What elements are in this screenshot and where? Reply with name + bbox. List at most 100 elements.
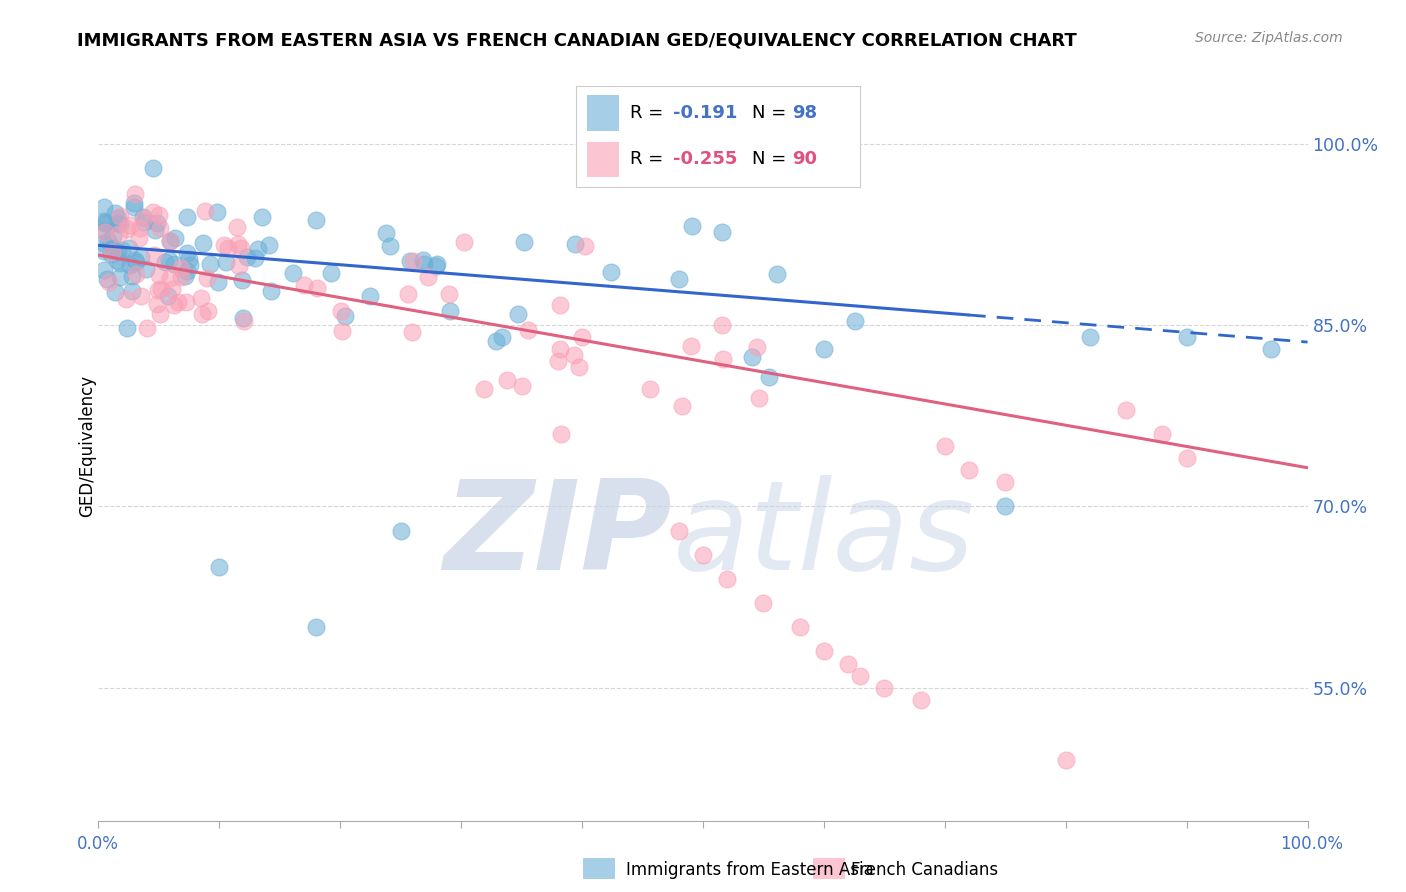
Point [330, 324, 353, 338]
Text: Source: ZipAtlas.com: Source: ZipAtlas.com [1195, 31, 1343, 45]
Point [574, 239, 596, 253]
Point [401, 326, 423, 340]
Point [550, 427, 572, 442]
Point [179, 258, 201, 272]
Point [118, 241, 141, 255]
Point [148, 209, 170, 223]
Point [163, 298, 186, 312]
Point [162, 282, 184, 296]
Point [453, 235, 475, 249]
Point [506, 307, 529, 321]
Point [110, 243, 132, 257]
Point [257, 237, 280, 252]
Point [104, 206, 127, 220]
Point [122, 196, 145, 211]
Point [333, 309, 356, 323]
Point [101, 241, 124, 255]
Point [149, 308, 172, 322]
Point [231, 273, 253, 287]
Point [205, 205, 228, 219]
Text: atlas: atlas [673, 475, 974, 597]
Point [564, 237, 586, 252]
Point [513, 235, 536, 249]
Point [177, 252, 200, 266]
Point [232, 311, 254, 326]
Point [115, 292, 138, 306]
Point [425, 259, 447, 273]
Point [167, 294, 190, 309]
Point [307, 281, 329, 295]
Point [568, 359, 591, 374]
Point [115, 221, 138, 235]
Point [1115, 402, 1137, 417]
Point [122, 200, 145, 214]
Point [233, 314, 256, 328]
Point [129, 220, 152, 235]
Point [190, 307, 212, 321]
Point [472, 382, 495, 396]
Point [96, 271, 118, 285]
Point [226, 237, 249, 252]
Point [97, 234, 120, 248]
Point [159, 270, 181, 285]
Point [104, 285, 127, 300]
Point [600, 265, 623, 279]
Point [994, 500, 1017, 514]
Point [413, 257, 436, 271]
Point [117, 321, 139, 335]
Point [195, 271, 218, 285]
Point [94, 216, 117, 230]
Point [94, 224, 117, 238]
Point [1260, 343, 1282, 357]
Point [163, 231, 186, 245]
Point [157, 289, 180, 303]
Point [638, 382, 661, 396]
Point [132, 215, 155, 229]
Point [176, 246, 198, 260]
Point [146, 216, 169, 230]
Point [125, 254, 148, 268]
Point [94, 225, 117, 239]
Point [957, 463, 980, 477]
Point [1054, 753, 1077, 767]
Point [190, 291, 212, 305]
Point [107, 211, 129, 225]
Point [412, 253, 434, 268]
Point [159, 234, 181, 248]
Point [170, 269, 193, 284]
Point [108, 256, 131, 270]
Text: 100.0%: 100.0% [1279, 835, 1343, 853]
Point [668, 524, 690, 538]
Point [108, 217, 131, 231]
Point [517, 323, 540, 337]
Point [747, 391, 769, 405]
Point [837, 657, 859, 671]
Point [873, 681, 896, 695]
Point [375, 227, 398, 241]
Point [319, 266, 342, 280]
Point [1152, 426, 1174, 441]
Point [426, 256, 449, 270]
Point [142, 248, 165, 262]
Point [208, 559, 231, 574]
Point [813, 343, 835, 357]
Point [163, 257, 186, 271]
Point [153, 254, 176, 268]
Point [193, 236, 215, 251]
Point [398, 254, 420, 268]
Point [668, 272, 690, 286]
Point [128, 231, 150, 245]
Point [378, 239, 401, 253]
Point [1175, 330, 1198, 344]
Point [121, 284, 143, 298]
Point [562, 348, 585, 362]
Point [711, 225, 734, 239]
Point [197, 303, 219, 318]
Point [247, 242, 270, 256]
Text: French Canadians: French Canadians [851, 861, 998, 879]
Point [294, 278, 316, 293]
Point [110, 209, 132, 223]
Text: IMMIGRANTS FROM EASTERN ASIA VS FRENCH CANADIAN GED/EQUIVALENCY CORRELATION CHAR: IMMIGRANTS FROM EASTERN ASIA VS FRENCH C… [77, 31, 1077, 49]
Point [176, 264, 198, 278]
Point [93, 235, 115, 250]
